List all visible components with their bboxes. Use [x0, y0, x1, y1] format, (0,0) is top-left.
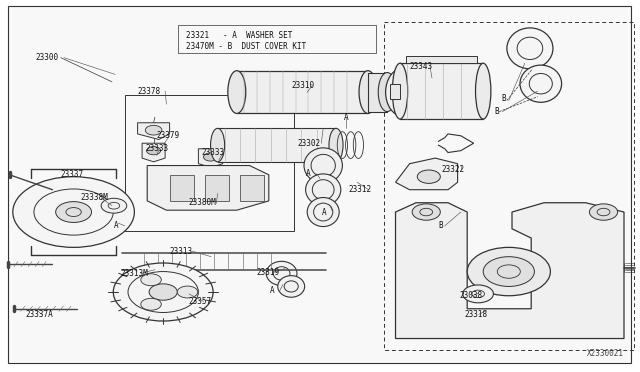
Circle shape: [467, 247, 550, 296]
Text: 23378: 23378: [138, 87, 161, 96]
Polygon shape: [147, 166, 269, 210]
Bar: [178, 25, 376, 53]
Polygon shape: [138, 123, 170, 140]
Text: 23333: 23333: [202, 148, 225, 157]
Circle shape: [141, 274, 161, 286]
Circle shape: [412, 204, 440, 220]
Text: A: A: [322, 208, 326, 217]
Polygon shape: [170, 175, 194, 201]
Polygon shape: [390, 84, 400, 99]
Ellipse shape: [228, 71, 246, 113]
Ellipse shape: [304, 148, 342, 183]
Circle shape: [147, 147, 161, 155]
Text: A: A: [114, 221, 118, 230]
Text: 23343: 23343: [410, 62, 433, 71]
Text: 23470M - B  DUST COVER KIT: 23470M - B DUST COVER KIT: [186, 42, 306, 51]
Bar: [400, 63, 483, 119]
Circle shape: [13, 177, 134, 247]
Circle shape: [417, 170, 440, 183]
Text: 23038: 23038: [460, 291, 483, 300]
Ellipse shape: [278, 276, 305, 297]
Text: 23313M: 23313M: [120, 269, 148, 278]
Ellipse shape: [307, 198, 339, 227]
Ellipse shape: [520, 65, 562, 102]
Circle shape: [113, 263, 213, 321]
Text: 23300: 23300: [35, 53, 58, 62]
Bar: [237, 71, 368, 113]
Text: 23312: 23312: [349, 185, 372, 194]
Ellipse shape: [378, 73, 396, 112]
Ellipse shape: [359, 71, 377, 113]
Text: 23380M: 23380M: [189, 198, 216, 207]
Text: 23302: 23302: [298, 139, 321, 148]
Bar: [368, 73, 387, 112]
Ellipse shape: [476, 63, 491, 119]
Text: X2330021: X2330021: [587, 349, 624, 358]
Ellipse shape: [329, 128, 343, 162]
Circle shape: [101, 198, 127, 213]
Text: 23322: 23322: [442, 165, 465, 174]
Text: 23379: 23379: [157, 131, 180, 140]
Circle shape: [204, 153, 218, 161]
Text: 23337: 23337: [61, 170, 84, 179]
Text: 23321   - A  WASHER SET: 23321 - A WASHER SET: [186, 31, 292, 40]
Bar: [125, 95, 294, 231]
Circle shape: [177, 286, 198, 298]
Text: B: B: [495, 107, 499, 116]
Polygon shape: [198, 149, 223, 167]
Ellipse shape: [394, 80, 412, 104]
Text: 23310: 23310: [291, 81, 314, 90]
Polygon shape: [142, 143, 165, 162]
Text: 23337A: 23337A: [26, 310, 53, 319]
Circle shape: [141, 298, 161, 310]
Ellipse shape: [266, 261, 297, 286]
Text: 23357: 23357: [189, 297, 212, 306]
Ellipse shape: [211, 128, 225, 162]
Circle shape: [483, 257, 534, 286]
Text: 23333: 23333: [146, 144, 169, 153]
Circle shape: [149, 284, 177, 300]
Polygon shape: [396, 158, 458, 190]
Text: A: A: [306, 169, 310, 178]
Text: 23319: 23319: [256, 268, 279, 277]
Text: B: B: [438, 221, 443, 230]
Polygon shape: [240, 175, 264, 201]
Bar: [218, 128, 336, 162]
Circle shape: [463, 285, 493, 303]
Circle shape: [56, 202, 92, 222]
Text: A: A: [344, 113, 348, 122]
Text: A: A: [270, 286, 275, 295]
Text: 23338M: 23338M: [80, 193, 108, 202]
Ellipse shape: [507, 28, 553, 69]
Circle shape: [145, 125, 162, 135]
Text: 23318: 23318: [464, 310, 487, 319]
Polygon shape: [205, 175, 229, 201]
Text: 23313: 23313: [170, 247, 193, 256]
Ellipse shape: [392, 63, 408, 119]
Polygon shape: [406, 56, 477, 63]
Ellipse shape: [385, 68, 421, 116]
Text: B: B: [501, 94, 506, 103]
Circle shape: [589, 204, 618, 220]
Polygon shape: [396, 203, 624, 339]
Ellipse shape: [306, 174, 341, 205]
